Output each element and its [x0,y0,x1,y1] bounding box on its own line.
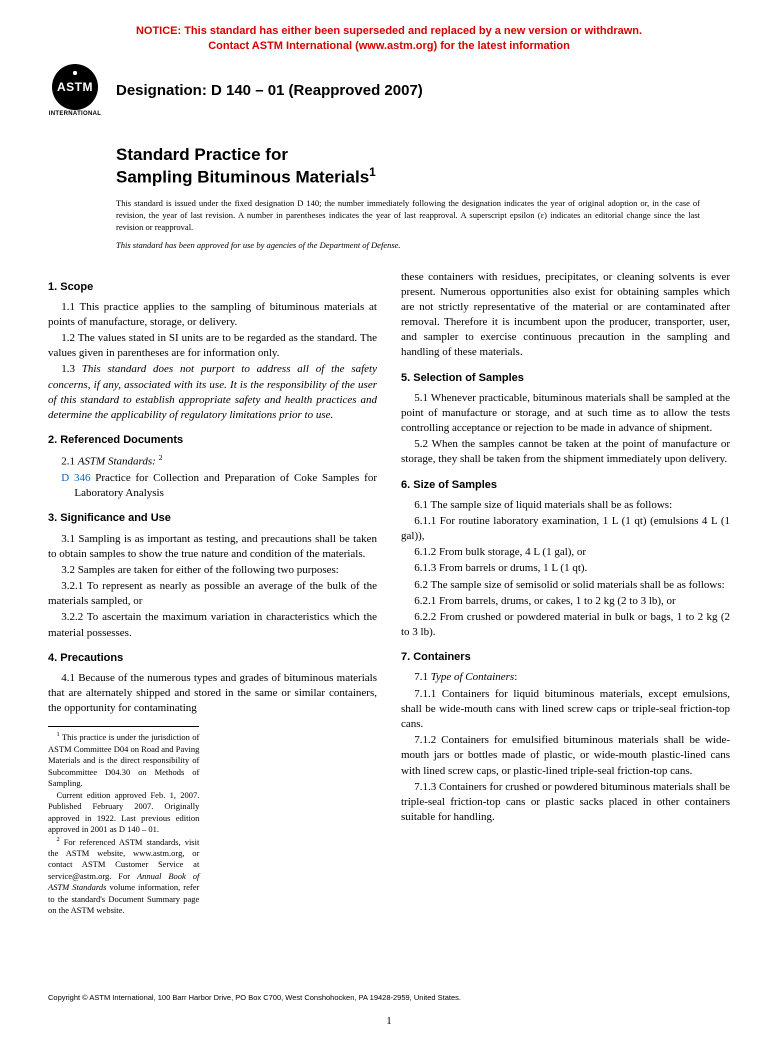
para-1-1: 1.1 This practice applies to the samplin… [48,300,377,330]
issuance-note: This standard is issued under the fixed … [116,198,700,234]
para-1-2: 1.2 The values stated in SI units are to… [48,331,377,361]
notice-banner: NOTICE: This standard has either been su… [48,24,730,54]
footnote-ref-2: 2 [159,453,163,462]
title-superscript: 1 [369,165,376,179]
para-6-2-2: 6.2.2 From crushed or powdered material … [401,610,730,640]
para-4-1a: 4.1 Because of the numerous types and gr… [48,671,377,717]
header-row: ASTM INTERNATIONAL Designation: D 140 – … [48,64,730,118]
title-line1: Standard Practice for [116,144,730,165]
para-2-1-lead: 2.1 [61,456,78,468]
para-1-3-lead: 1.3 [61,363,82,375]
footnote-1-text: This practice is under the jurisdiction … [48,732,199,788]
section-4-head: 4. Precautions [48,651,377,666]
designation: Designation: D 140 – 01 (Reapproved 2007… [116,82,730,99]
para-3-1: 3.1 Sampling is as important as testing,… [48,532,377,562]
para-7-1: 7.1 Type of Containers: [401,670,730,685]
para-6-1-3: 6.1.3 From barrels or drums, 1 L (1 qt). [401,561,730,576]
dod-note: This standard has been approved for use … [116,240,730,250]
title-line2: Sampling Bituminous Materials1 [116,165,730,188]
section-1-head: 1. Scope [48,280,377,295]
logo-abbrev: ASTM [57,80,93,94]
copyright: Copyright © ASTM International, 100 Barr… [48,993,730,1003]
title-block: Standard Practice for Sampling Bituminou… [116,144,730,188]
footnote-1: 1 This practice is under the jurisdictio… [48,731,199,789]
page-number: 1 [0,1015,778,1027]
body-columns: 1. Scope 1.1 This practice applies to th… [48,270,730,917]
section-7-head: 7. Containers [401,650,730,665]
para-3-2-1: 3.2.1 To represent as nearly as possible… [48,579,377,609]
para-3-2-2: 3.2.2 To ascertain the maximum variation… [48,610,377,640]
para-5-1: 5.1 Whenever practicable, bituminous mat… [401,391,730,437]
footnote-2: 2 For referenced ASTM standards, visit t… [48,836,199,917]
footnotes: 1 This practice is under the jurisdictio… [48,726,199,916]
section-2-head: 2. Referenced Documents [48,433,377,448]
astm-logo: ASTM INTERNATIONAL [48,64,102,118]
para-1-3-italic: This standard does not purport to addres… [48,363,377,421]
para-7-1-3: 7.1.3 Containers for crushed or powdered… [401,780,730,826]
notice-line2: Contact ASTM International (www.astm.org… [208,40,570,52]
para-1-3: 1.3 This standard does not purport to ad… [48,362,377,423]
para-7-1-2: 7.1.2 Containers for emulsified bitumino… [401,733,730,779]
para-4-1b: these containers with residues, precipit… [401,270,730,361]
para-7-1-colon: : [514,671,517,683]
title-text: Sampling Bituminous Materials [116,168,369,187]
footnote-1b: Current edition approved Feb. 1, 2007. P… [48,790,199,836]
para-2-1-italic: ASTM Standards: [78,456,156,468]
section-6-head: 6. Size of Samples [401,478,730,493]
para-7-1-1: 7.1.1 Containers for liquid bituminous m… [401,687,730,733]
para-6-1-2: 6.1.2 From bulk storage, 4 L (1 gal), or [401,545,730,560]
section-3-head: 3. Significance and Use [48,511,377,526]
para-7-1-lead: 7.1 [414,671,431,683]
para-5-2: 5.2 When the samples cannot be taken at … [401,437,730,467]
para-7-1-italic: Type of Containers [431,671,515,683]
para-2-1: 2.1 ASTM Standards: 2 [48,453,377,470]
para-6-2: 6.2 The sample size of semisolid or soli… [401,578,730,593]
ref-code[interactable]: D 346 [61,472,90,484]
para-6-2-1: 6.2.1 From barrels, drums, or cakes, 1 t… [401,594,730,609]
para-6-1-1: 6.1.1 For routine laboratory examination… [401,514,730,544]
section-5-head: 5. Selection of Samples [401,371,730,386]
ref-text: Practice for Collection and Preparation … [74,472,377,499]
para-3-2: 3.2 Samples are taken for either of the … [48,563,377,578]
logo-subtext: INTERNATIONAL [49,111,101,117]
ref-d346: D 346 Practice for Collection and Prepar… [61,471,377,501]
notice-line1: NOTICE: This standard has either been su… [136,25,642,37]
logo-circle: ASTM [52,64,98,110]
para-6-1: 6.1 The sample size of liquid materials … [401,498,730,513]
